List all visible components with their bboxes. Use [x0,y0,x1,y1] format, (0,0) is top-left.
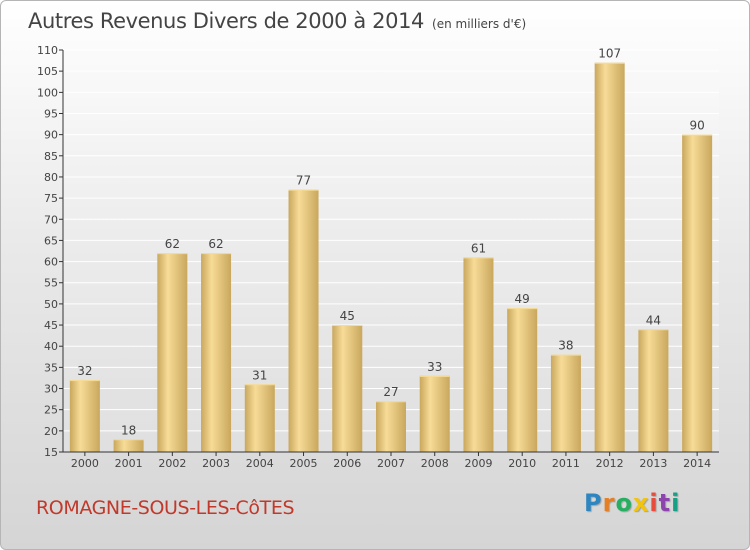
x-tick-label: 2002 [158,457,186,470]
data-label: 61 [471,241,486,255]
bar [69,380,100,452]
y-tick-label: 20 [44,425,58,438]
bar [594,62,625,453]
bar [463,257,494,452]
bar [507,308,538,452]
x-tick-label: 2011 [552,457,580,470]
y-tick-label: 85 [44,150,58,163]
y-tick-label: 60 [44,256,58,269]
logo-letter: o [615,489,633,517]
data-label: 62 [165,237,180,251]
bar [682,134,713,452]
bar [332,325,363,452]
y-tick-label: 45 [44,319,58,332]
data-label: 90 [689,119,704,133]
x-tick-label: 2005 [290,457,318,470]
y-tick-label: 95 [44,107,58,120]
x-tick-label: 2010 [508,457,536,470]
data-labels: 32 18 62 62 31 77 45 27 33 61 49 38 107 44 90 [77,47,705,438]
y-tick-label: 110 [37,44,58,57]
bar [376,401,406,452]
x-tick-label: 2003 [202,457,230,470]
data-label: 38 [558,339,573,353]
logo-letter: t [658,489,672,517]
data-label: 33 [427,360,442,374]
x-tick-label: 2008 [421,457,449,470]
x-tick-label: 2006 [333,457,361,470]
y-tick-labels: 15 20 25 30 35 40 45 50 55 60 65 70 75 80 85 90 95 100 105… [37,44,63,459]
bar [113,439,144,452]
y-tick-label: 40 [44,340,58,353]
x-tick-label: 2000 [71,457,99,470]
data-label: 44 [646,313,661,327]
data-label: 31 [252,368,267,382]
data-label: 62 [208,237,223,251]
bar [550,354,581,452]
x-tick-labels: 2000 2001 2002 2003 2004 2005 2006 2007 2008 2009… [71,452,711,470]
commune-name: ROMAGNE-SOUS-LES-CôTES [36,497,295,519]
x-tick-label: 2001 [115,457,143,470]
x-tick-label: 2009 [464,457,492,470]
bar [244,384,275,452]
y-tick-label: 80 [44,171,58,184]
y-tick-label: 75 [44,192,58,205]
y-tick-label: 50 [44,298,58,311]
y-tick-label: 55 [44,277,58,290]
bars [69,62,713,453]
proxiti-logo: Proxiti [584,489,680,517]
x-tick-label: 2004 [246,457,274,470]
data-label: 32 [77,364,92,378]
y-tick-label: 100 [37,86,58,99]
bar [638,329,669,452]
data-label: 77 [296,174,311,188]
data-label: 18 [121,423,136,437]
logo-letter: r [602,489,616,517]
x-tick-label: 2013 [639,457,667,470]
y-tick-label: 65 [44,234,58,247]
y-tick-label: 70 [44,213,58,226]
bar [201,253,232,452]
data-label: 107 [598,47,621,61]
logo-letter: P [584,489,603,517]
data-label: 27 [383,385,398,399]
bar [288,189,319,453]
y-tick-label: 15 [44,446,58,459]
x-tick-label: 2007 [377,457,405,470]
bar [157,253,188,452]
x-tick-label: 2012 [596,457,624,470]
logo-letter: i [649,489,659,517]
y-tick-label: 30 [44,383,58,396]
bar [419,375,450,452]
chart-title: Autres Revenus Divers de 2000 à 2014 (en … [28,9,526,33]
x-tick-label: 2014 [683,457,711,470]
y-tick-label: 105 [37,65,58,78]
logo-letter: i [671,489,681,517]
data-label: 45 [340,309,355,323]
data-label: 49 [515,292,530,306]
subtitle-text: (en milliers d'€) [432,17,527,31]
logo-letter: x [632,489,650,517]
title-text: Autres Revenus Divers de 2000 à 2014 [28,9,425,33]
y-tick-label: 90 [44,129,58,142]
y-tick-label: 35 [44,361,58,374]
y-tick-label: 25 [44,404,58,417]
